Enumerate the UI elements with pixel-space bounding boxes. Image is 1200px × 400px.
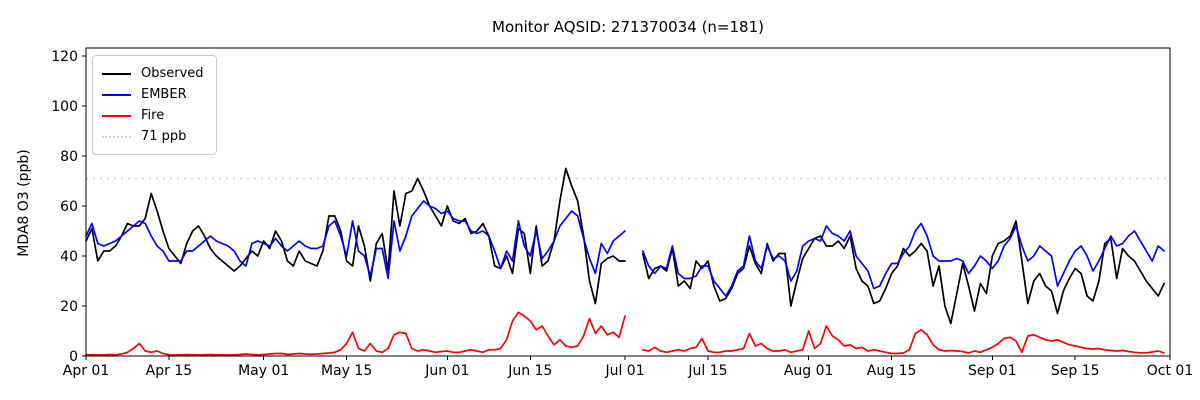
x-tick-label: May 01 (238, 363, 289, 379)
x-tick-label: Aug 15 (867, 363, 917, 379)
legend-item-fire: Fire (102, 105, 204, 126)
threshold-line-swatch (102, 135, 131, 138)
fire-line-swatch (102, 114, 131, 117)
y-tick-label: 100 (51, 99, 78, 115)
y-tick-label: 20 (60, 299, 78, 315)
legend-item-observed: Observed (102, 63, 204, 84)
y-tick-label: 120 (51, 49, 78, 65)
x-tick-label: Sep 01 (968, 363, 1017, 379)
legend: Observed EMBER Fire 71 ppb (92, 55, 217, 155)
y-tick-label: 0 (69, 349, 78, 365)
legend-label-observed: Observed (141, 66, 204, 81)
series-line-observed (85, 167, 1165, 325)
observed-line-swatch (102, 72, 131, 75)
x-tick-label: Jul 15 (687, 363, 727, 379)
axes-frame (85, 47, 1171, 357)
x-tick-label: May 15 (321, 363, 372, 379)
chart-title: Monitor AQSID: 271370034 (n=181) (492, 18, 764, 36)
x-tick-label: Jun 01 (424, 363, 469, 379)
x-tick-label: Jul 01 (604, 363, 644, 379)
legend-label-fire: Fire (141, 108, 165, 123)
legend-label-ember: EMBER (141, 87, 187, 102)
x-tick-label: Jun 15 (507, 363, 552, 379)
y-tick-label: 60 (60, 199, 78, 215)
x-tick-label: Oct 01 (1147, 363, 1193, 379)
x-tick-label: Sep 15 (1051, 363, 1100, 379)
series-line-fire (85, 311, 1165, 356)
x-tick-label: Aug 01 (784, 363, 834, 379)
x-tick-label: Apr 01 (63, 363, 109, 379)
legend-item-ember: EMBER (102, 84, 204, 105)
x-tick-label: Apr 15 (146, 363, 192, 379)
series-line-ember (85, 200, 1165, 297)
y-tick-label: 40 (60, 249, 78, 265)
ember-line-swatch (102, 93, 131, 96)
y-tick-label: 80 (60, 149, 78, 165)
legend-label-threshold: 71 ppb (141, 129, 187, 144)
legend-item-threshold: 71 ppb (102, 126, 204, 147)
